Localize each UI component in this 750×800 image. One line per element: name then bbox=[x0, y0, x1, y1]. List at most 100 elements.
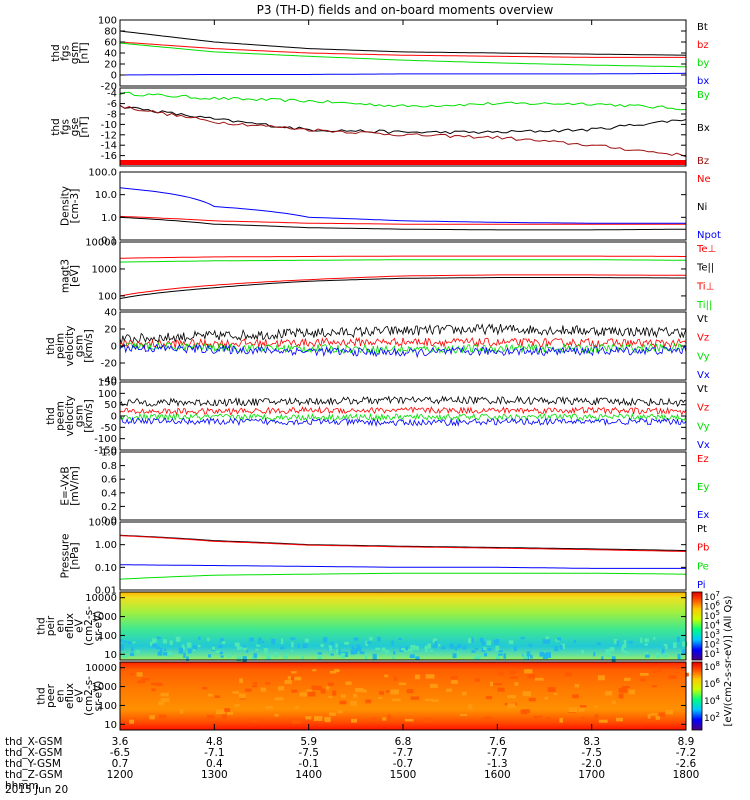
spec-cell bbox=[596, 642, 601, 645]
spec-cell bbox=[528, 643, 533, 648]
spec-cell bbox=[471, 637, 474, 644]
spec-cell bbox=[493, 639, 497, 645]
spec-cell bbox=[409, 654, 415, 659]
panel-peem-velocity: -150-100-50050100150thdpeemvelocitygsm[k… bbox=[45, 378, 710, 457]
spec-cell bbox=[462, 645, 467, 650]
spec-cell bbox=[234, 704, 240, 707]
x-row-value: 7.6 bbox=[489, 736, 506, 748]
y-tick-label: 100 bbox=[98, 291, 117, 302]
spec-cell bbox=[406, 648, 411, 652]
legend-Ez: Ez bbox=[697, 454, 709, 465]
spec-cell bbox=[192, 645, 197, 651]
spec-cell bbox=[668, 675, 677, 679]
spec-cell bbox=[366, 641, 372, 644]
spec-cell bbox=[398, 637, 402, 641]
spec-cell bbox=[560, 643, 565, 650]
x-row-value: 1500 bbox=[390, 769, 417, 781]
spec-cell bbox=[263, 648, 268, 654]
y-tick-label: 1.0 bbox=[101, 448, 117, 459]
spec-cell bbox=[489, 681, 494, 687]
y-tick-label: 100 bbox=[98, 16, 117, 27]
y-tick-label: -40 bbox=[101, 376, 117, 387]
spec-cell bbox=[424, 698, 434, 701]
spec-cell bbox=[328, 645, 333, 648]
legend-Ex: Ex bbox=[697, 510, 709, 521]
spec-cell bbox=[390, 689, 400, 695]
spec-cell bbox=[507, 695, 517, 699]
y-axis-label-line: [nT] bbox=[78, 116, 90, 137]
x-row-value: -2.6 bbox=[676, 758, 697, 770]
spec-cell bbox=[616, 640, 619, 647]
spec-cell bbox=[120, 639, 124, 643]
y-axis-label-line: fgs bbox=[59, 119, 71, 135]
panel-frame bbox=[119, 19, 687, 87]
legend-Vz: Vz bbox=[697, 333, 709, 344]
spec-cell bbox=[522, 709, 528, 713]
spec-cell bbox=[647, 713, 651, 719]
spec-cell bbox=[239, 678, 243, 684]
x-row-label: thd_Z-GSM bbox=[5, 769, 63, 781]
legend-Vy: Vy bbox=[697, 351, 710, 362]
x-row-value: 0.7 bbox=[112, 758, 129, 770]
spec-cell bbox=[658, 712, 666, 717]
x-row-value: 1600 bbox=[484, 769, 511, 781]
y-tick-label: -6 bbox=[107, 99, 117, 110]
colorbar-tick-label: 106 bbox=[704, 600, 720, 613]
spec-cell bbox=[432, 638, 435, 643]
spec-cell bbox=[594, 714, 599, 719]
spec-cell bbox=[429, 649, 434, 652]
y-axis-label-line: [km/s] bbox=[83, 329, 95, 363]
spec-cell bbox=[343, 651, 349, 657]
x-row-value: 3.6 bbox=[112, 736, 129, 748]
spec-cell bbox=[311, 685, 316, 690]
spec-cell bbox=[227, 711, 234, 715]
colorbar-tick-label: 102 bbox=[704, 711, 720, 724]
legend-Te||: Te|| bbox=[696, 263, 714, 274]
spec-cell bbox=[329, 670, 337, 674]
spec-cell bbox=[432, 645, 437, 648]
spec-cell bbox=[175, 636, 181, 642]
spec-cell bbox=[564, 672, 572, 677]
spec-cell bbox=[605, 691, 613, 696]
legend-Pt: Pt bbox=[697, 524, 707, 535]
spec-cell bbox=[220, 638, 224, 643]
spec-cell bbox=[357, 647, 362, 652]
spec-cell bbox=[315, 685, 322, 691]
x-row-value: 8.3 bbox=[583, 736, 600, 748]
spec-cell bbox=[393, 651, 396, 655]
spec-cell bbox=[650, 713, 658, 716]
spec-cell bbox=[381, 647, 386, 652]
spec-cell bbox=[306, 689, 313, 692]
spec-cell bbox=[163, 639, 167, 644]
x-row-label: hhmm bbox=[5, 780, 39, 792]
legend-Ne: Ne bbox=[697, 174, 711, 185]
spec-cell bbox=[559, 717, 563, 723]
x-row-label: thd_Y-GSM bbox=[5, 758, 61, 770]
spec-cell bbox=[328, 647, 333, 652]
legend-Vx: Vx bbox=[697, 440, 710, 451]
spec-cell bbox=[351, 645, 354, 650]
spec-cell bbox=[354, 648, 358, 654]
spec-cell bbox=[673, 642, 677, 649]
spec-cell bbox=[135, 650, 140, 654]
spec-cell bbox=[157, 682, 163, 686]
legend-by: by bbox=[697, 58, 709, 69]
y-axis-label-line: [mV/m] bbox=[69, 466, 81, 505]
spec-cell bbox=[476, 654, 481, 661]
y-tick-label: 0.1 bbox=[101, 236, 117, 247]
spec-cell bbox=[274, 697, 284, 701]
spec-cell bbox=[524, 669, 533, 674]
spec-cell bbox=[400, 647, 406, 651]
y-axis-label-line: gse bbox=[69, 118, 81, 137]
spec-cell bbox=[385, 649, 389, 655]
spec-cell bbox=[273, 652, 278, 658]
legend-Ey: Ey bbox=[697, 482, 709, 493]
series-Vt bbox=[119, 323, 687, 344]
spec-cell bbox=[572, 694, 579, 699]
spec-cell bbox=[604, 650, 609, 657]
spec-cell bbox=[291, 718, 301, 724]
y-axis-label-line: eV bbox=[74, 688, 86, 702]
